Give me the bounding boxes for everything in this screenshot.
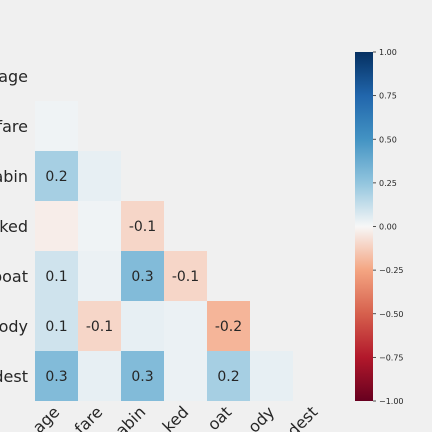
- colorbar-ticks: 1.00 0.75 0.50 0.25 0.00 −0.25 −0.50 −0.75 −1.00: [373, 48, 404, 406]
- heatmap-cell-modest-boat: [207, 351, 250, 401]
- cell-annotation: 0.1: [45, 319, 67, 335]
- heatmap-cell-body-fare: [78, 301, 121, 351]
- row-label-age: age: [0, 67, 28, 86]
- cell-annotation: -0.1: [129, 219, 156, 235]
- column-label-cabin: abin: [111, 402, 149, 432]
- cell-annotation: -0.2: [215, 319, 242, 335]
- cell-annotation: 0.3: [131, 269, 153, 285]
- row-label-fare: fare: [0, 117, 28, 136]
- heatmap-cell-modest-body: [250, 351, 293, 401]
- row-label-modest: dest: [0, 367, 28, 386]
- column-label-parked: ked: [159, 402, 193, 432]
- row-label-boat: boat: [0, 267, 28, 286]
- cell-annotation: 0.3: [45, 369, 67, 385]
- column-label-boat: oat: [204, 402, 236, 432]
- column-label-age: age: [29, 402, 64, 432]
- column-label-modest: dest: [283, 402, 321, 432]
- heatmap-cell-boat-age: [35, 251, 78, 301]
- heatmap-cell-boat-parked: [164, 251, 207, 301]
- column-labels: age fare abin ked oat ody dest: [29, 402, 322, 432]
- colorbar-tick-label: 0.50: [379, 135, 397, 144]
- row-label-cabin: abin: [0, 167, 28, 186]
- heatmap-cell-modest-cabin: [121, 351, 164, 401]
- heatmap-cell-modest-parked: [164, 351, 207, 401]
- heatmap-cell-fare-age: [35, 101, 78, 151]
- row-labels: age fare abin rked boat body dest: [0, 67, 28, 386]
- cell-annotation: -0.1: [172, 269, 199, 285]
- heatmap-cell-body-age: [35, 301, 78, 351]
- colorbar-gradient: [355, 52, 373, 401]
- colorbar-tick-label: 0.25: [379, 179, 397, 188]
- heatmap-cell-modest-age: [35, 351, 78, 401]
- cell-annotation: 0.3: [131, 369, 153, 385]
- heatmap-cell-body-boat: [207, 301, 250, 351]
- colorbar-tick-label: 0.00: [379, 223, 397, 232]
- heatmap-cell-parked-fare: [78, 201, 121, 251]
- column-label-fare: fare: [71, 402, 107, 432]
- colorbar: [355, 52, 373, 401]
- colorbar-tick-label: −1.00: [379, 397, 404, 406]
- colorbar-tick-label: −0.75: [379, 353, 404, 362]
- heatmap-cell-boat-cabin: [121, 251, 164, 301]
- cell-annotation: 0.2: [45, 169, 67, 185]
- colorbar-tick-label: −0.50: [379, 310, 404, 319]
- heatmap-cells: 0.2 -0.1 0.1 0.3 -0.1 0.1 -0.1 -0.2 0.3 0.3 0.2: [35, 101, 293, 401]
- heatmap-cell-parked-age: [35, 201, 78, 251]
- heatmap-cell-body-cabin: [121, 301, 164, 351]
- cell-annotation: 0.2: [217, 369, 239, 385]
- heatmap-cell-cabin-fare: [78, 151, 121, 201]
- heatmap-cell-body-parked: [164, 301, 207, 351]
- cell-annotation: -0.1: [86, 319, 113, 335]
- colorbar-tick-label: −0.25: [379, 266, 404, 275]
- cell-annotation: 0.1: [45, 269, 67, 285]
- heatmap-cell-boat-fare: [78, 251, 121, 301]
- heatmap-cell-modest-fare: [78, 351, 121, 401]
- colorbar-tick-label: 1.00: [379, 48, 397, 57]
- row-label-parked: rked: [0, 217, 28, 236]
- heatmap-cell-parked-cabin: [121, 201, 164, 251]
- column-label-body: ody: [244, 402, 278, 432]
- heatmap-cell-cabin-age: [35, 151, 78, 201]
- colorbar-tick-label: 0.75: [379, 92, 397, 101]
- row-label-body: body: [0, 317, 28, 336]
